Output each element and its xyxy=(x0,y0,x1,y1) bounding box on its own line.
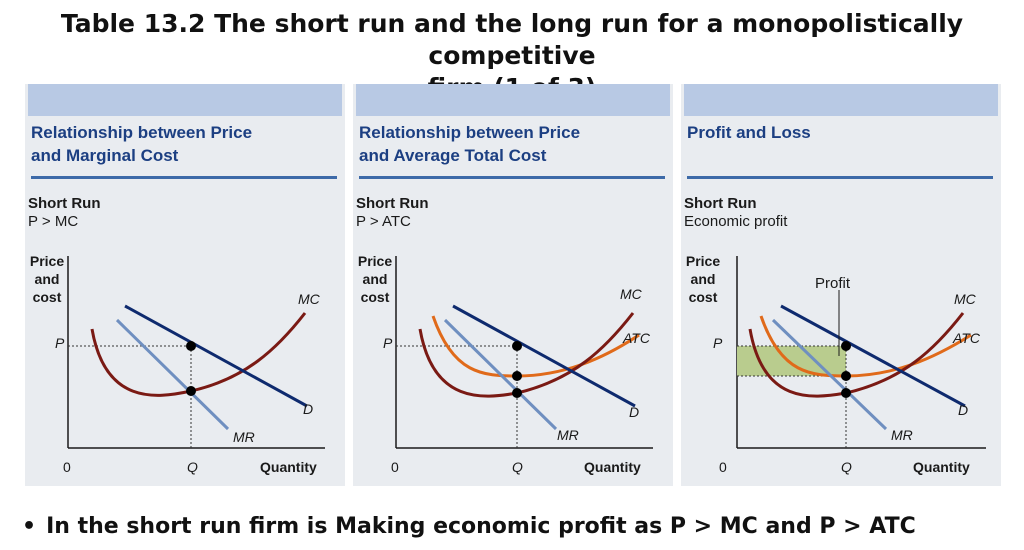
mc-label: MC xyxy=(954,291,977,307)
q-label: Q xyxy=(841,459,852,475)
subtitle-short-run: Short Run xyxy=(28,195,101,212)
d-label: D xyxy=(629,404,639,420)
y-axis-label-price: Price xyxy=(358,253,392,269)
mr-label: MR xyxy=(233,429,255,445)
origin-label: 0 xyxy=(63,459,71,475)
p-label: P xyxy=(383,335,393,351)
bullet-dot: • xyxy=(22,514,37,539)
panel-header-line-1: Relationship between Price xyxy=(359,123,581,142)
mc-point xyxy=(512,388,522,398)
x-axis-label: Quantity xyxy=(584,459,641,475)
atc-point xyxy=(841,371,851,381)
y-axis-label-and: and xyxy=(35,271,60,287)
summary-bullet: • In the short run firm is Making economi… xyxy=(22,514,916,539)
x-axis-label: Quantity xyxy=(260,459,317,475)
y-axis-label-cost: cost xyxy=(33,289,62,305)
panel-profit-and-loss: Profit and Loss Short Run Economic profi… xyxy=(681,84,1001,486)
profit-label: Profit xyxy=(815,275,851,292)
header-divider xyxy=(359,176,665,179)
graph-price-mc: Price and cost 0 Quantity Q P MC D MR xyxy=(30,253,325,475)
y-axis-label-and: and xyxy=(363,271,388,287)
mr-curve xyxy=(771,318,888,431)
origin-label: 0 xyxy=(719,459,727,475)
atc-label: ATC xyxy=(952,330,981,346)
atc-label: ATC xyxy=(622,330,651,346)
p-label: P xyxy=(713,335,723,351)
y-axis-label-cost: cost xyxy=(361,289,390,305)
mr-curve xyxy=(443,318,558,431)
page-title: Table 13.2 The short run and the long ru… xyxy=(0,8,1024,104)
graph-economic-profit: Price and cost 0 Quantity Q P Profit MC … xyxy=(686,253,986,475)
subtitle-condition: P > MC xyxy=(28,213,79,230)
panel-header-line-1: Relationship between Price xyxy=(31,123,253,142)
subtitle-short-run: Short Run xyxy=(356,195,429,212)
panel-header: Profit and Loss xyxy=(687,121,987,144)
summary-text: In the short run firm is Making economic… xyxy=(46,514,916,539)
mc-label: MC xyxy=(620,286,643,302)
y-axis-label-price: Price xyxy=(686,253,720,269)
origin-label: 0 xyxy=(391,459,399,475)
mr-curve xyxy=(115,318,230,431)
price-point xyxy=(186,341,196,351)
q-label: Q xyxy=(187,459,198,475)
panel-price-vs-marginal-cost: Relationship between Price and Marginal … xyxy=(25,84,345,486)
header-divider xyxy=(31,176,337,179)
profit-area xyxy=(737,346,846,376)
mc-label: MC xyxy=(298,291,321,307)
atc-point xyxy=(512,371,522,381)
graph-price-atc: Price and cost 0 Quantity Q P MC ATC D M… xyxy=(358,253,653,475)
demand-curve xyxy=(124,304,308,408)
price-point xyxy=(512,341,522,351)
panel-header-line-1: Profit and Loss xyxy=(687,123,811,142)
panel-price-vs-atc: Relationship between Price and Average T… xyxy=(353,84,673,486)
demand-curve xyxy=(780,304,966,408)
y-axis-label-and: and xyxy=(691,271,716,287)
subtitle-condition: P > ATC xyxy=(356,213,411,230)
x-axis-label: Quantity xyxy=(913,459,970,475)
panel-header: Relationship between Price and Average T… xyxy=(359,121,659,167)
panel-header-band xyxy=(684,84,998,116)
mr-label: MR xyxy=(557,427,579,443)
mc-point xyxy=(841,388,851,398)
header-divider xyxy=(687,176,993,179)
y-axis-label-price: Price xyxy=(30,253,64,269)
d-label: D xyxy=(303,401,313,417)
p-label: P xyxy=(55,335,65,351)
q-label: Q xyxy=(512,459,523,475)
panel-header-line-2: and Marginal Cost xyxy=(31,146,179,165)
panel-header: Relationship between Price and Marginal … xyxy=(31,121,331,167)
mc-point xyxy=(186,386,196,396)
price-point xyxy=(841,341,851,351)
mr-label: MR xyxy=(891,427,913,443)
d-label: D xyxy=(958,402,968,418)
subtitle-condition: Economic profit xyxy=(684,213,788,230)
y-axis-label-cost: cost xyxy=(689,289,718,305)
title-line-1: Table 13.2 The short run and the long ru… xyxy=(60,9,964,70)
subtitle-short-run: Short Run xyxy=(684,195,757,212)
panel-header-band xyxy=(28,84,342,116)
atc-curve xyxy=(431,315,640,378)
panel-header-band xyxy=(356,84,670,116)
demand-curve xyxy=(452,304,636,408)
panel-header-line-2: and Average Total Cost xyxy=(359,146,547,165)
